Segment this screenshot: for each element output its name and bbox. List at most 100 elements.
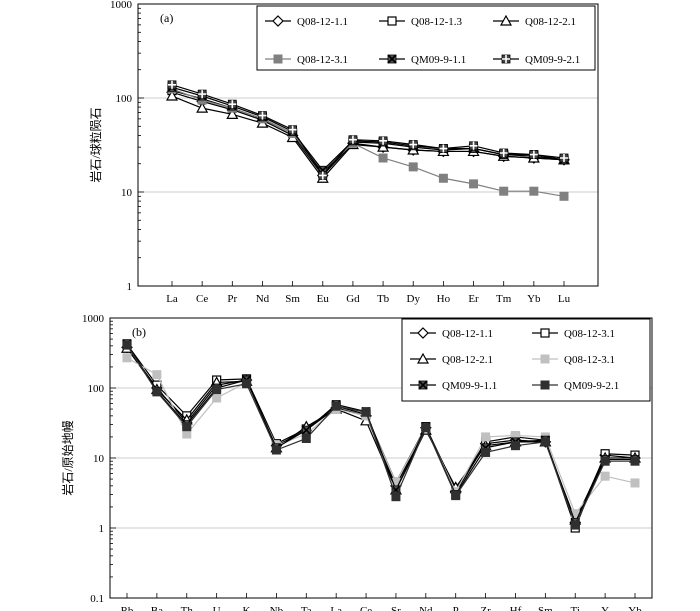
data-point <box>570 520 580 530</box>
legend-marker <box>272 15 284 27</box>
x-tick-label: Nd <box>256 293 270 305</box>
legend-item: Q08-12-3.1 <box>265 54 348 66</box>
legend-box <box>256 5 596 71</box>
data-point <box>438 173 448 183</box>
x-tick-label: Yb <box>628 605 642 611</box>
x-tick-label: Ta <box>301 605 312 611</box>
data-point <box>481 447 491 457</box>
data-point <box>318 171 328 180</box>
legend-item: Q08-12-1.1 <box>265 15 348 28</box>
legend-marker <box>387 16 397 26</box>
data-point <box>378 153 388 163</box>
data-point <box>212 393 222 403</box>
data-point <box>301 433 311 443</box>
x-tick-label: Sm <box>285 293 300 305</box>
data-point <box>165 89 179 101</box>
legend-item: Q08-12-3.1 <box>532 354 615 366</box>
legend-label: Q08-12-3.1 <box>564 354 615 366</box>
data-point <box>361 407 371 417</box>
legend-item: QM09-9-2.1 <box>532 380 619 392</box>
data-point <box>421 423 431 433</box>
x-tick-label: Sm <box>538 605 553 611</box>
series-line <box>171 95 565 180</box>
x-tick-label: K <box>243 605 251 611</box>
series-line <box>126 343 635 525</box>
legend: Q08-12-1.1 Q08-12-1.3 Q08-12-2.1 Q08-12-3.1… <box>256 5 596 71</box>
x-tick-label: Tb <box>377 293 390 305</box>
legend-marker <box>501 54 511 64</box>
x-tick-label: Ce <box>196 293 208 305</box>
y-tick-label: 1 <box>99 523 105 535</box>
legend-label: Q08-12-1.1 <box>297 16 348 28</box>
chart-b-primitive-mantle-normalized: 0.1 1 10 100 1000 Rb Ba Th U K Nb Ta La Ce Sr Nd P Zr Hf Sm… <box>60 313 653 611</box>
legend-item: QM09-9-2.1 <box>493 54 580 66</box>
y-tick-label: 10 <box>93 453 105 465</box>
data-point <box>529 150 539 159</box>
data-point <box>288 125 298 135</box>
chart-a-chondrite-normalized: 1 10 100 1000 La Ce Pr Nd Sm Eu Gd Tb Dy Ho Er Tm Yb Lu 岩石… <box>88 0 599 305</box>
data-point <box>301 425 311 435</box>
legend: Q08-12-1.1 Q08-12-3.1 Q08-12-2.1 Q08-12-3.1… <box>401 318 651 402</box>
legend-marker <box>387 54 397 64</box>
data-point <box>499 186 509 196</box>
data-point <box>469 179 479 189</box>
legend-marker <box>540 328 550 338</box>
data-point <box>152 370 162 380</box>
legend-box <box>401 318 651 402</box>
legend-item: Q08-12-1.1 <box>410 327 493 340</box>
series-1 <box>166 86 570 182</box>
data-point <box>469 141 478 151</box>
legend-label: Q08-12-1.1 <box>442 328 493 340</box>
x-tick-label: Ho <box>437 293 451 305</box>
x-tick-label: Ba <box>151 605 163 611</box>
legend-item: QM09-9-1.1 <box>410 380 497 392</box>
legend-marker <box>499 14 513 26</box>
legend-marker <box>418 380 428 390</box>
legend-item: Q08-12-1.3 <box>379 16 463 28</box>
y-tick-label: 1000 <box>82 313 105 325</box>
data-point <box>197 89 207 99</box>
data-point <box>408 140 418 149</box>
data-point <box>331 401 341 411</box>
panel-label: (b) <box>132 325 146 339</box>
series-6 <box>122 340 640 530</box>
y-tick-label: 100 <box>116 93 133 105</box>
x-tick-label: Ce <box>360 605 372 611</box>
data-point <box>167 80 177 90</box>
x-tick-label: Er <box>468 293 479 305</box>
data-point <box>212 385 222 395</box>
data-point <box>600 456 610 466</box>
x-tick-label: Sr <box>391 605 401 611</box>
x-tick-label: Hf <box>510 605 522 611</box>
data-point <box>348 135 358 145</box>
legend-marker <box>273 54 283 64</box>
data-point <box>152 387 162 397</box>
data-point <box>196 101 209 113</box>
y-tick-label: 10 <box>121 187 133 199</box>
y-tick-label: 1 <box>127 281 133 293</box>
legend-marker <box>540 354 550 364</box>
legend-label: Q08-12-2.1 <box>442 354 493 366</box>
series-line <box>126 357 636 515</box>
data-point <box>408 162 418 172</box>
legend-item: Q08-12-3.1 <box>532 328 615 340</box>
x-tick-label: Eu <box>317 293 330 305</box>
x-tick-label: La <box>166 293 178 305</box>
series-6 <box>167 80 569 180</box>
y-tick-label: 100 <box>88 383 105 395</box>
panel-label: (a) <box>160 11 173 25</box>
data-point <box>499 148 509 158</box>
data-point <box>451 491 461 501</box>
legend-item: Q08-12-2.1 <box>410 352 493 366</box>
legend-label: Q08-12-3.1 <box>564 328 615 340</box>
y-axis-label: 岩石/原始地幔 <box>60 420 75 495</box>
plot-frame <box>137 3 599 287</box>
legend-marker <box>540 380 550 390</box>
data-point <box>559 191 569 201</box>
x-tick-label: Nb <box>270 605 284 611</box>
data-point <box>377 140 390 152</box>
data-point <box>271 445 281 455</box>
legend-label: QM09-9-2.1 <box>564 380 619 392</box>
legend-marker <box>417 327 429 339</box>
